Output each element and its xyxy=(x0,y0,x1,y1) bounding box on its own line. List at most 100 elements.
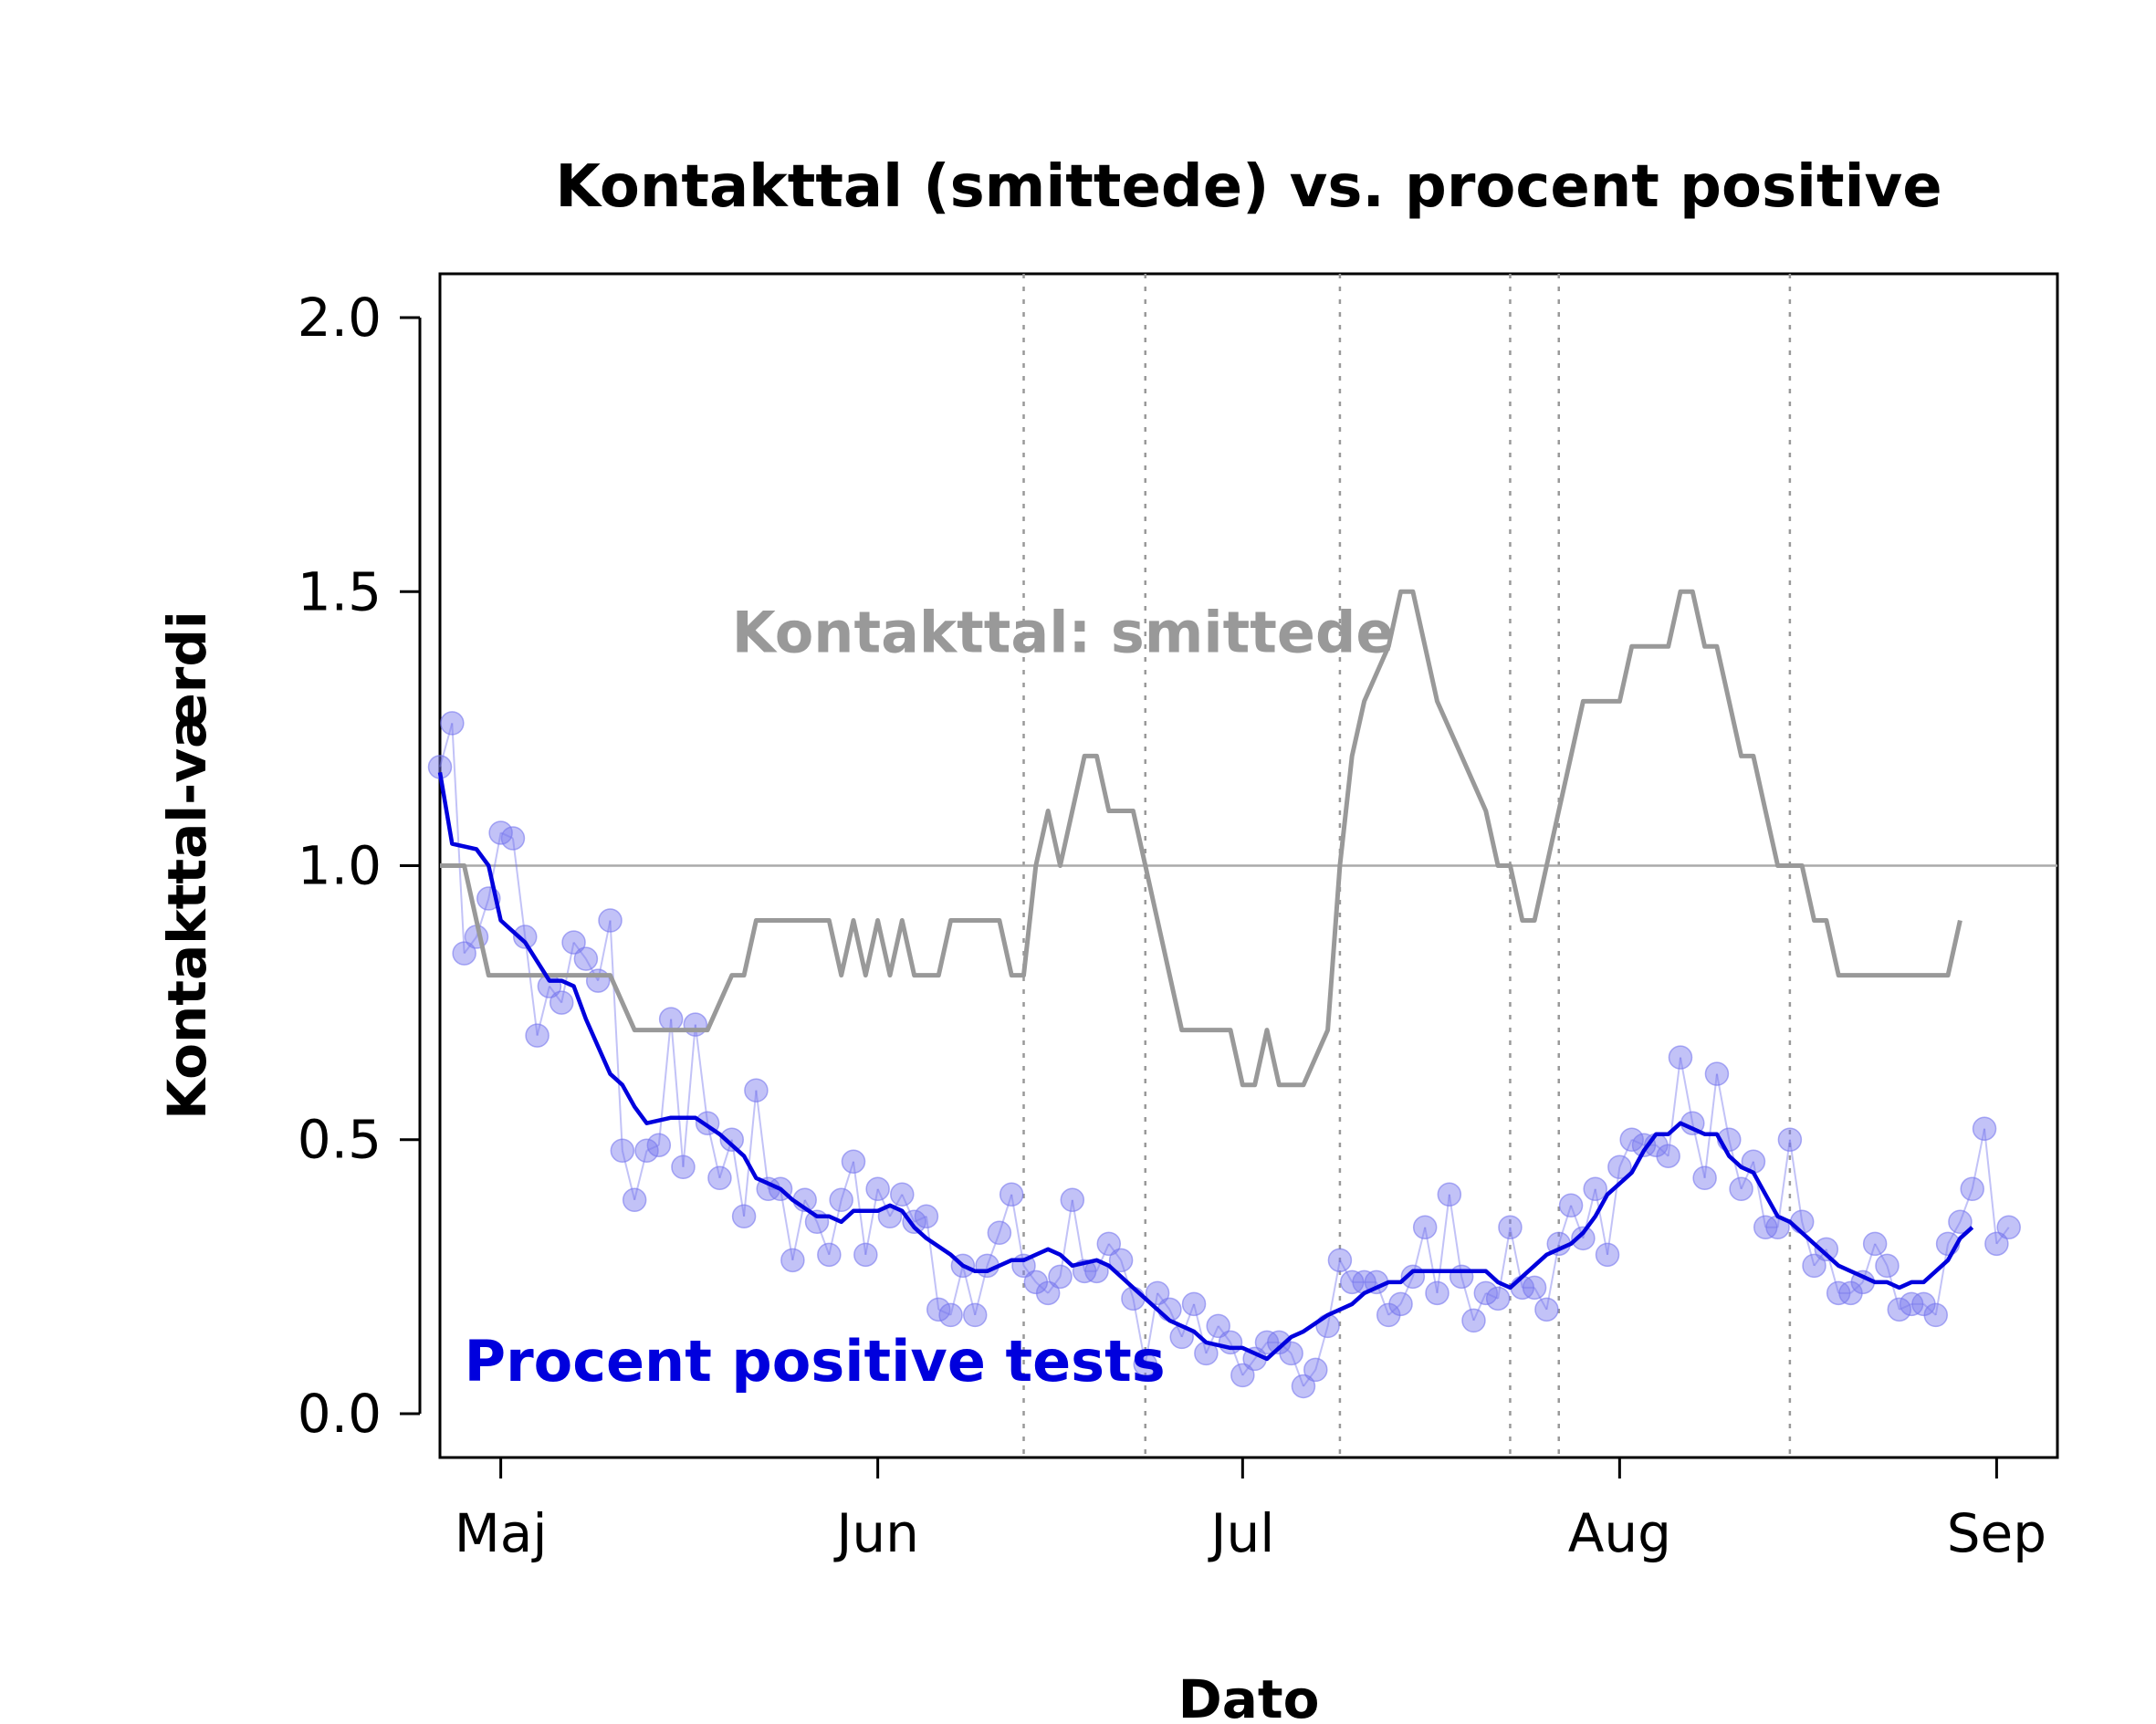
daily-point xyxy=(1558,1193,1584,1218)
daily-segment xyxy=(670,1019,685,1167)
daily-point xyxy=(1583,1176,1607,1202)
daily-segment xyxy=(1607,1166,1621,1255)
annotations: Kontakttal: smittede Procent positive tes… xyxy=(465,599,1395,1395)
daily-segment xyxy=(536,986,550,1036)
daily-segment xyxy=(694,1024,709,1123)
daily-point xyxy=(902,1209,926,1235)
daily-segment xyxy=(925,1216,940,1311)
daily-point xyxy=(1108,1248,1134,1273)
daily-point xyxy=(1862,1231,1888,1257)
daily-segment xyxy=(1983,1128,1998,1244)
daily-point xyxy=(1534,1297,1559,1322)
daily-point xyxy=(1789,1209,1815,1235)
daily-point xyxy=(500,826,526,851)
daily-point xyxy=(1121,1286,1146,1311)
daily-segment xyxy=(1801,1221,1816,1267)
daily-point xyxy=(1035,1280,1061,1306)
daily-point xyxy=(1753,1215,1778,1240)
daily-segment xyxy=(889,1194,904,1217)
daily-point xyxy=(987,1220,1012,1246)
daily-segment xyxy=(560,942,575,1003)
daily-segment xyxy=(1180,1303,1195,1338)
daily-segment xyxy=(1886,1265,1900,1311)
contact-number-line xyxy=(440,589,1962,1088)
daily-segment xyxy=(974,1265,989,1316)
daily-point xyxy=(1923,1302,1949,1328)
daily-point xyxy=(452,941,476,966)
daily-point xyxy=(1875,1253,1900,1279)
daily-point xyxy=(1607,1155,1632,1180)
daily-point xyxy=(926,1297,951,1322)
daily-point xyxy=(853,1242,878,1268)
daily-point xyxy=(1303,1357,1328,1383)
daily-segment xyxy=(1849,1281,1864,1294)
daily-point xyxy=(622,1187,647,1213)
daily-segment xyxy=(1667,1057,1681,1156)
daily-segment xyxy=(549,986,563,1004)
daily-point xyxy=(671,1155,696,1180)
y-tick-label: 0.0 xyxy=(298,1383,382,1445)
daily-segment xyxy=(1314,1325,1329,1371)
daily-point xyxy=(999,1182,1024,1207)
daily-segment xyxy=(1107,1243,1122,1261)
daily-point xyxy=(914,1204,939,1229)
daily-segment xyxy=(1618,1139,1633,1168)
daily-segment xyxy=(730,1139,746,1217)
daily-point xyxy=(962,1302,988,1328)
daily-segment xyxy=(511,838,527,937)
daily-segment xyxy=(1387,1303,1402,1316)
y-tick-label: 1.5 xyxy=(298,560,382,622)
daily-segment xyxy=(1691,1123,1706,1178)
daily-point xyxy=(1206,1313,1230,1339)
daily-segment xyxy=(949,1265,964,1316)
daily-segment xyxy=(1922,1303,1937,1316)
daily-point xyxy=(719,1127,745,1152)
daily-segment xyxy=(1947,1221,1962,1245)
daily-segment xyxy=(1035,1281,1049,1294)
daily-point xyxy=(1327,1248,1353,1273)
daily-segment xyxy=(901,1194,916,1223)
daily-point xyxy=(585,968,611,993)
daily-point xyxy=(1704,1061,1730,1086)
y-tick-label: 1.0 xyxy=(298,835,382,897)
daily-point xyxy=(1948,1209,1973,1235)
percent-positive-label: Procent positive tests xyxy=(465,1328,1166,1395)
daily-point xyxy=(1412,1215,1438,1240)
daily-segment xyxy=(1533,1287,1548,1311)
daily-segment xyxy=(1971,1128,1986,1189)
daily-point xyxy=(513,925,538,949)
daily-segment xyxy=(1241,1358,1256,1376)
daily-point xyxy=(1145,1280,1170,1306)
daily-point xyxy=(744,1078,769,1102)
daily-point xyxy=(1972,1116,1997,1141)
daily-segment xyxy=(1411,1227,1427,1278)
x-tick-label: Jun xyxy=(833,1502,919,1564)
daily-segment xyxy=(621,1150,636,1201)
daily-point xyxy=(890,1182,915,1207)
daily-point xyxy=(683,1012,708,1037)
daily-segment xyxy=(1290,1353,1304,1387)
daily-point xyxy=(707,1165,732,1191)
daily-point xyxy=(598,908,623,933)
daily-segment xyxy=(657,1019,673,1145)
percent-positive-line xyxy=(437,772,1974,1362)
daily-point xyxy=(610,1138,635,1163)
daily-segment xyxy=(1436,1194,1450,1293)
daily-segment xyxy=(1095,1243,1110,1272)
daily-point xyxy=(1048,1264,1073,1290)
daily-point xyxy=(1485,1286,1511,1311)
daily-segment xyxy=(1193,1303,1208,1354)
daily-segment xyxy=(633,1150,648,1201)
y-tick-label: 0.5 xyxy=(298,1109,382,1171)
daily-point xyxy=(829,1187,853,1213)
daily-point xyxy=(1777,1127,1803,1152)
contact-number-label: Kontakttal: smittede xyxy=(732,599,1395,665)
daily-point xyxy=(841,1149,866,1174)
daily-segment xyxy=(1205,1325,1219,1354)
daily-point xyxy=(440,711,465,736)
daily-segment xyxy=(1995,1227,2010,1245)
daily-segment xyxy=(1399,1276,1414,1305)
daily-point xyxy=(1133,1352,1158,1377)
daily-segment xyxy=(998,1194,1013,1234)
daily-point xyxy=(549,990,574,1015)
